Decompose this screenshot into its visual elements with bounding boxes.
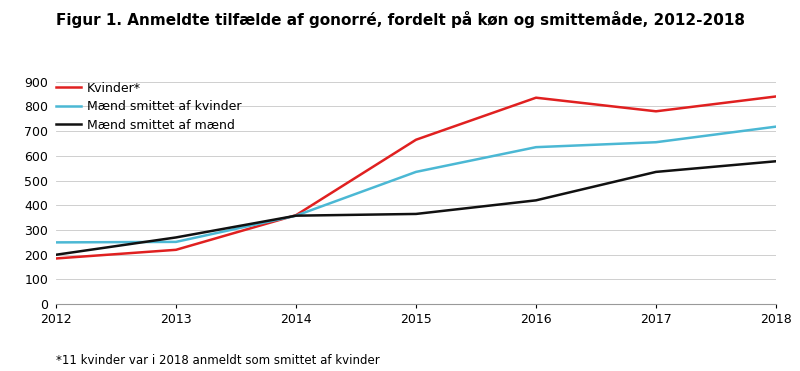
Mænd smittet af mænd: [171, 235, 181, 240]
Kvinder*: [531, 95, 541, 100]
Text: *11 kvinder var i 2018 anmeldt som smittet af kvinder: *11 kvinder var i 2018 anmeldt som smitt…: [56, 354, 380, 367]
Mænd smittet af mænd: [651, 170, 661, 174]
Line: Mænd smittet af kvinder: Mænd smittet af kvinder: [56, 127, 776, 242]
Kvinder*: [51, 256, 61, 261]
Mænd smittet af mænd: [51, 253, 61, 257]
Kvinder*: [771, 94, 781, 99]
Mænd smittet af kvinder: [171, 240, 181, 244]
Kvinder*: [651, 109, 661, 114]
Line: Mænd smittet af mænd: Mænd smittet af mænd: [56, 161, 776, 255]
Mænd smittet af mænd: [771, 159, 781, 164]
Mænd smittet af kvinder: [291, 213, 301, 218]
Legend: Kvinder*, Mænd smittet af kvinder, Mænd smittet af mænd: Kvinder*, Mænd smittet af kvinder, Mænd …: [56, 82, 242, 132]
Mænd smittet af kvinder: [651, 140, 661, 144]
Kvinder*: [291, 213, 301, 217]
Mænd smittet af kvinder: [411, 170, 421, 174]
Text: Figur 1. Anmeldte tilfælde af gonorré, fordelt på køn og smittemåde, 2012-2018: Figur 1. Anmeldte tilfælde af gonorré, f…: [56, 11, 745, 28]
Mænd smittet af mænd: [531, 198, 541, 203]
Mænd smittet af kvinder: [531, 145, 541, 150]
Mænd smittet af mænd: [291, 213, 301, 218]
Kvinder*: [411, 138, 421, 142]
Mænd smittet af kvinder: [51, 240, 61, 244]
Mænd smittet af mænd: [411, 212, 421, 216]
Mænd smittet af kvinder: [771, 124, 781, 129]
Kvinder*: [171, 247, 181, 252]
Line: Kvinder*: Kvinder*: [56, 96, 776, 259]
